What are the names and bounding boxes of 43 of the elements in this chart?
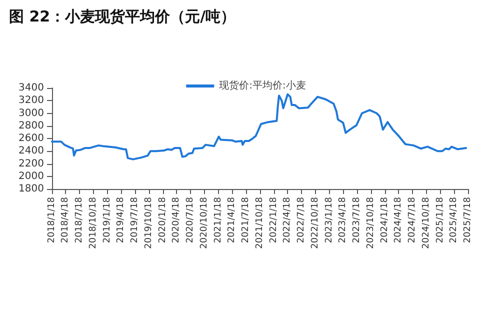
y-tick-label: 2800: [18, 120, 44, 132]
y-tick-label: 2200: [18, 158, 44, 170]
x-tick-label: 2024/1/18: [380, 196, 390, 244]
line-series: [51, 93, 468, 160]
x-tick-label: 2022/1/18: [268, 196, 279, 244]
y-tick-label: 2600: [18, 133, 44, 144]
x-tick-label: 2023/1/18: [324, 196, 334, 244]
x-tick-label: 2019/10/18: [144, 196, 154, 249]
x-tick-label: 2020/10/18: [200, 196, 210, 249]
x-tick-label: 2021/4/18: [227, 196, 238, 244]
y-tick-label: 3200: [18, 95, 44, 106]
x-tick-label: 2021/7/18: [241, 196, 252, 244]
y-tick-label: 3000: [18, 108, 44, 119]
legend-label: 现货价:平均价:小麦: [219, 80, 306, 92]
x-tick-label: 2021/1/18: [214, 196, 224, 244]
y-tick-label: 2400: [18, 146, 44, 157]
x-tick-label: 2018/1/18: [47, 196, 57, 244]
x-tick-label: 2025/4/18: [449, 196, 460, 244]
x-tick-label: 2019/1/18: [102, 196, 112, 244]
x-tick-label: 2023/10/18: [366, 196, 376, 249]
x-tick-label: 2024/4/18: [394, 196, 404, 244]
x-tick-label: 2024/10/18: [422, 196, 432, 249]
x-tick-label: 2019/4/18: [116, 196, 126, 244]
x-tick-label: 2025/7/18: [463, 196, 473, 244]
x-tick-label: 2020/7/18: [186, 196, 196, 244]
y-tick-label: 2000: [18, 170, 44, 182]
x-tick-label: 2020/1/18: [158, 196, 168, 244]
y-tick-label: 1800: [18, 184, 44, 194]
x-tick-label: 2018/7/18: [74, 196, 84, 244]
chart-title: 图 22：小麦现货平均价（元/吨）: [9, 8, 236, 26]
x-tick-label: 2022/4/18: [282, 196, 293, 244]
x-tick-label: 2022/10/18: [310, 196, 320, 249]
y-tick-label: 3400: [18, 82, 44, 94]
x-tick-label: 2018/4/18: [60, 196, 71, 244]
x-tick-label: 2023/7/18: [352, 196, 362, 244]
x-tick-label: 2025/1/18: [436, 196, 446, 244]
x-tick-label: 2018/10/18: [88, 196, 98, 249]
x-tick-label: 2020/4/18: [172, 196, 182, 244]
x-tick-label: 2024/7/18: [408, 196, 418, 244]
x-tick-label: 2021/10/18: [255, 196, 265, 249]
x-tick-label: 2022/7/18: [296, 196, 306, 244]
x-tick-label: 2023/4/18: [338, 196, 348, 244]
x-tick-label: 2019/7/18: [130, 196, 140, 244]
